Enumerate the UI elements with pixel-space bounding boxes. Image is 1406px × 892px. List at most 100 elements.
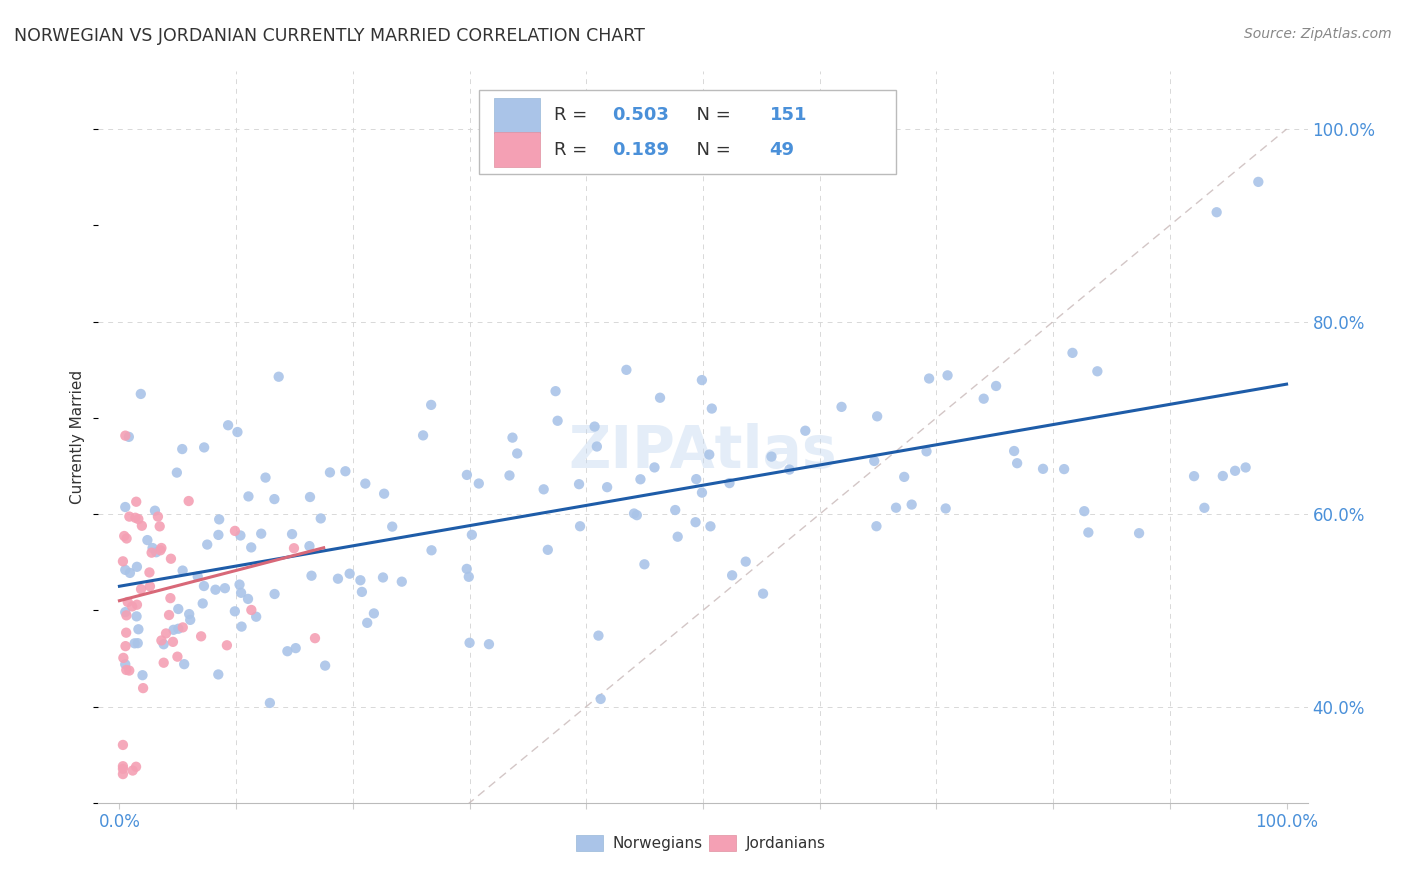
Point xyxy=(589,692,612,706)
Point xyxy=(583,419,606,434)
Point xyxy=(685,515,707,529)
Point xyxy=(1247,175,1270,189)
Point xyxy=(191,597,214,611)
Text: NORWEGIAN VS JORDANIAN CURRENTLY MARRIED CORRELATION CHART: NORWEGIAN VS JORDANIAN CURRENTLY MARRIED… xyxy=(14,27,645,45)
Point xyxy=(936,368,959,383)
Text: 0.189: 0.189 xyxy=(613,141,669,159)
Point xyxy=(111,759,134,773)
Point xyxy=(1085,364,1108,378)
Point xyxy=(309,511,332,525)
Point xyxy=(1182,469,1205,483)
Point xyxy=(1062,346,1084,360)
Point xyxy=(250,526,273,541)
Point xyxy=(125,559,148,574)
Point xyxy=(794,424,817,438)
Point xyxy=(699,519,721,533)
Point xyxy=(533,483,555,497)
Point xyxy=(420,543,443,558)
Point xyxy=(718,476,741,491)
FancyBboxPatch shape xyxy=(709,835,735,851)
Point xyxy=(132,681,155,695)
Point xyxy=(115,608,138,623)
Point xyxy=(112,529,135,543)
Point xyxy=(152,637,174,651)
Point xyxy=(195,538,218,552)
Point xyxy=(114,605,136,619)
Point xyxy=(569,519,592,533)
Point xyxy=(224,524,246,538)
Point xyxy=(207,528,229,542)
Point xyxy=(167,602,190,616)
Point xyxy=(159,591,181,606)
Point xyxy=(114,563,136,577)
Point xyxy=(226,425,249,439)
Point xyxy=(1032,462,1054,476)
Point xyxy=(685,472,707,486)
Point xyxy=(111,767,134,781)
Point xyxy=(478,637,501,651)
Point xyxy=(208,512,231,526)
Text: 49: 49 xyxy=(769,141,794,159)
Point xyxy=(690,485,713,500)
Point xyxy=(498,468,520,483)
Point xyxy=(356,615,378,630)
Point xyxy=(215,638,238,652)
Point xyxy=(111,554,134,568)
Point xyxy=(752,587,775,601)
Text: ZIPAtlas: ZIPAtlas xyxy=(568,423,838,480)
Point xyxy=(721,568,744,582)
Point xyxy=(173,657,195,672)
Point xyxy=(115,532,138,546)
Point xyxy=(190,629,212,643)
Point xyxy=(1194,500,1216,515)
Point xyxy=(118,566,141,580)
Point xyxy=(276,644,298,658)
Point xyxy=(160,551,183,566)
Point xyxy=(1212,469,1234,483)
Text: 0.503: 0.503 xyxy=(613,106,669,124)
Point xyxy=(146,509,169,524)
Point xyxy=(121,599,143,614)
Point xyxy=(1053,462,1076,476)
Point xyxy=(1005,456,1028,470)
Point xyxy=(204,582,226,597)
Point xyxy=(314,658,336,673)
Point xyxy=(111,738,134,752)
Point xyxy=(259,696,281,710)
Point xyxy=(131,518,153,533)
Point xyxy=(118,664,141,678)
Point xyxy=(623,507,645,521)
Point xyxy=(115,663,138,677)
Point xyxy=(238,490,260,504)
Point xyxy=(283,541,305,556)
Point xyxy=(117,595,139,609)
Point xyxy=(231,619,253,633)
Point xyxy=(616,363,638,377)
Point xyxy=(254,470,277,484)
Point xyxy=(301,568,323,582)
Point xyxy=(240,541,263,555)
Point xyxy=(381,519,404,533)
Point xyxy=(125,760,148,774)
Point xyxy=(267,369,290,384)
Point xyxy=(831,400,853,414)
FancyBboxPatch shape xyxy=(494,132,540,167)
Point xyxy=(335,464,357,478)
Point xyxy=(420,398,443,412)
Text: Norwegians: Norwegians xyxy=(613,836,703,851)
Point xyxy=(371,570,394,584)
Point xyxy=(1077,525,1099,540)
Point xyxy=(141,546,163,560)
Point xyxy=(228,577,250,591)
Point xyxy=(304,631,326,645)
Point xyxy=(127,622,149,636)
Point xyxy=(172,620,194,634)
Point xyxy=(129,387,152,401)
Point xyxy=(229,586,252,600)
Point xyxy=(690,373,713,387)
Point xyxy=(162,623,184,637)
Point xyxy=(458,636,481,650)
Text: 151: 151 xyxy=(769,106,807,124)
Point xyxy=(236,591,259,606)
Point xyxy=(125,494,148,508)
